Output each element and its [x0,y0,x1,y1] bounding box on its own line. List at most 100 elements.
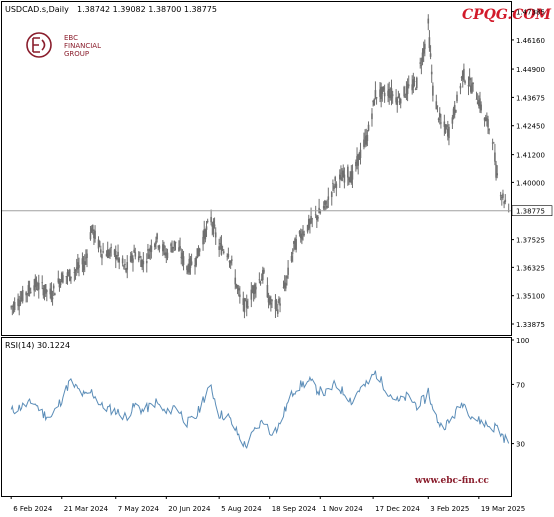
rsi-tick-label: 100 [516,337,529,345]
candle-body [253,284,256,294]
candle-body [319,211,322,214]
candle-body [335,183,338,189]
candle-body [91,224,94,231]
candle-body [484,117,487,122]
candle-body [302,231,304,236]
price-tick-label: 1.43675 [516,94,545,102]
candle-body [414,89,417,91]
candle-body [271,299,273,302]
time-tick-label: 6 Feb 2024 [13,505,53,513]
candle-body [491,142,494,144]
price-tick-label: 1.47385 [516,9,545,17]
candle-body [122,265,125,267]
candle-body [186,266,188,271]
candle-body [98,241,101,246]
price-tick-label: 1.40000 [516,179,545,187]
candle-body [49,288,52,295]
candle-body [501,197,503,198]
candle-body [326,205,328,208]
candle-body [242,298,245,305]
candle-body [428,37,431,49]
candle-body [390,88,393,99]
candle-body [464,81,466,84]
candle-body [276,309,279,314]
candle-body [348,178,350,181]
candle-body [11,306,14,308]
candle-body [419,62,422,64]
candle-body [415,77,418,89]
rsi-axis: 100 70 30 [511,337,529,449]
ebc-logo-text-2: FINANCIAL [64,42,101,50]
candle-body [290,255,293,262]
candle-body [66,272,69,277]
candle-body [210,216,212,223]
symbol-label: USDCAD.s,Daily [5,5,69,14]
rsi-tick-label: 70 [516,381,525,389]
candle-body [150,245,153,253]
candle-body [147,249,149,251]
candle-body [259,281,262,285]
candle-body [375,97,378,99]
candle-body [94,230,96,240]
candle-body [475,98,478,100]
candle-body [118,258,120,263]
candle-body [476,101,479,105]
candle-body [158,245,161,249]
candle-body [429,53,432,57]
candle-body [268,296,271,304]
candle-body [504,199,507,202]
candle-body [178,247,180,252]
candle-body [222,251,225,253]
candle-body [298,230,301,234]
rsi-series [10,370,510,450]
candle-body [67,272,70,274]
candle-body [286,276,288,279]
time-tick-label: 20 Jun 2024 [168,505,211,513]
candle-body [156,233,158,240]
candle-body [266,284,269,298]
cpqg-watermark: CPQG.COM [462,7,552,23]
candle-body [502,193,504,198]
candle-body [74,270,77,272]
candle-body [452,108,455,117]
candle-body [230,259,233,261]
candle-body [137,256,140,261]
candle-body [404,96,407,98]
candle-body [381,86,384,94]
ebc-logo-emblem [26,32,52,58]
candle-body [430,71,433,75]
candle-body [343,174,346,183]
candle-body [373,99,376,106]
candle-body [279,303,281,306]
candle-body [157,246,160,248]
candle-body [387,90,389,97]
candle-body [405,86,408,96]
candle-body [221,249,224,251]
price-tick-label: 1.36325 [516,264,545,272]
candle-body [124,263,126,266]
candle-body [263,269,265,273]
candle-body [29,291,32,293]
candle-body [250,289,253,300]
candle-body [451,117,454,124]
candle-body [82,265,85,271]
candle-body [471,83,473,94]
candle-body [21,290,24,302]
candle-body [214,232,217,238]
candle-body [189,258,192,269]
candle-body [68,269,71,281]
candle-body [25,292,27,296]
price-axis: 1.47385 1.46160 1.44900 1.43675 1.42450 1.412… [511,9,545,329]
ebc-logo-text-1: EBC [64,34,78,42]
candle-body [421,52,424,62]
candle-body [403,86,405,97]
candle-body [479,98,481,109]
candle-body [330,192,333,198]
price-tick-label: 1.44900 [516,66,545,74]
candle-body [205,226,208,230]
candle-body [165,252,168,256]
candle-body [114,250,117,260]
candle-body [155,241,157,245]
candle-body [316,215,318,220]
candle-body [70,276,72,279]
